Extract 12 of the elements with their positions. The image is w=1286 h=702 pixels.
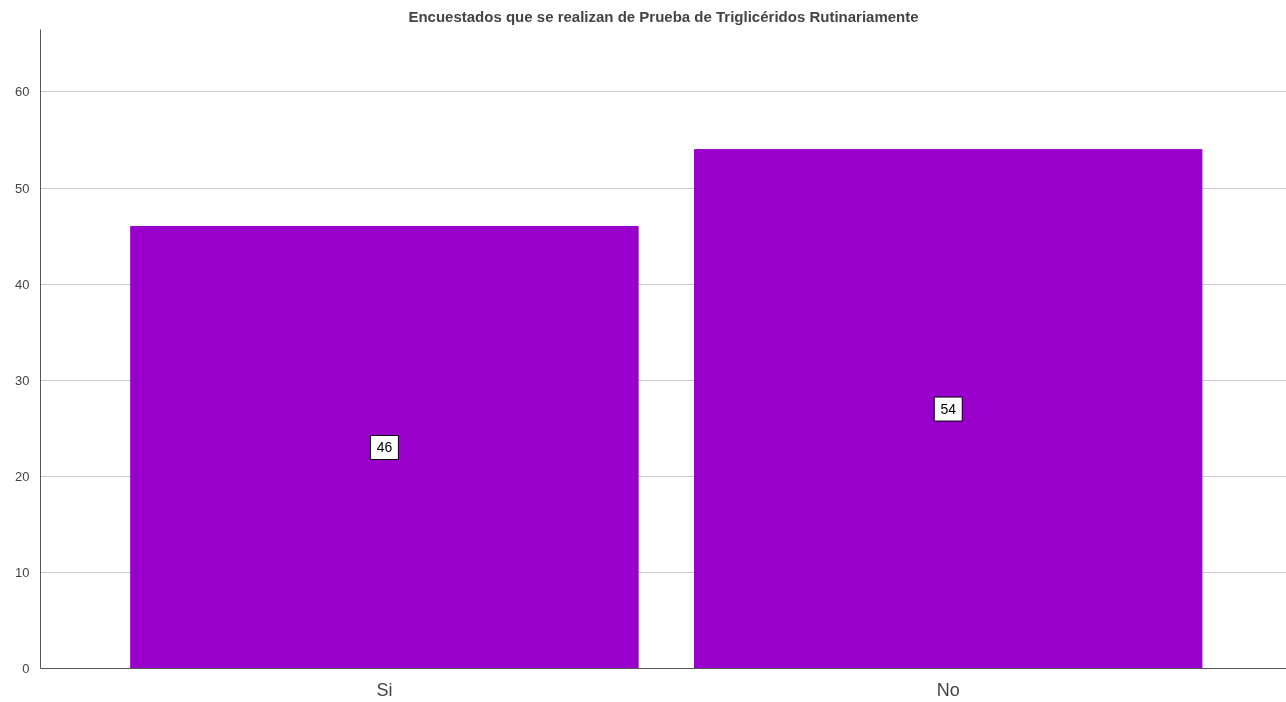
chart-title: Encuestados que se realizan de Prueba de Triglicéridos Rutinariamente xyxy=(408,7,919,25)
data-label: 54 xyxy=(940,401,957,418)
y-tick-label: 10 xyxy=(15,564,30,580)
x-tick-label: No xyxy=(936,679,960,700)
y-tick-label: 60 xyxy=(15,84,30,100)
y-tick-label: 20 xyxy=(15,468,30,484)
y-tick-label: 0 xyxy=(22,661,30,676)
y-tick-label: 30 xyxy=(15,372,30,388)
x-tick-label: Si xyxy=(376,679,393,700)
y-tick-label: 50 xyxy=(15,180,30,196)
data-label: 46 xyxy=(376,439,393,456)
y-tick-label: 40 xyxy=(15,276,30,292)
